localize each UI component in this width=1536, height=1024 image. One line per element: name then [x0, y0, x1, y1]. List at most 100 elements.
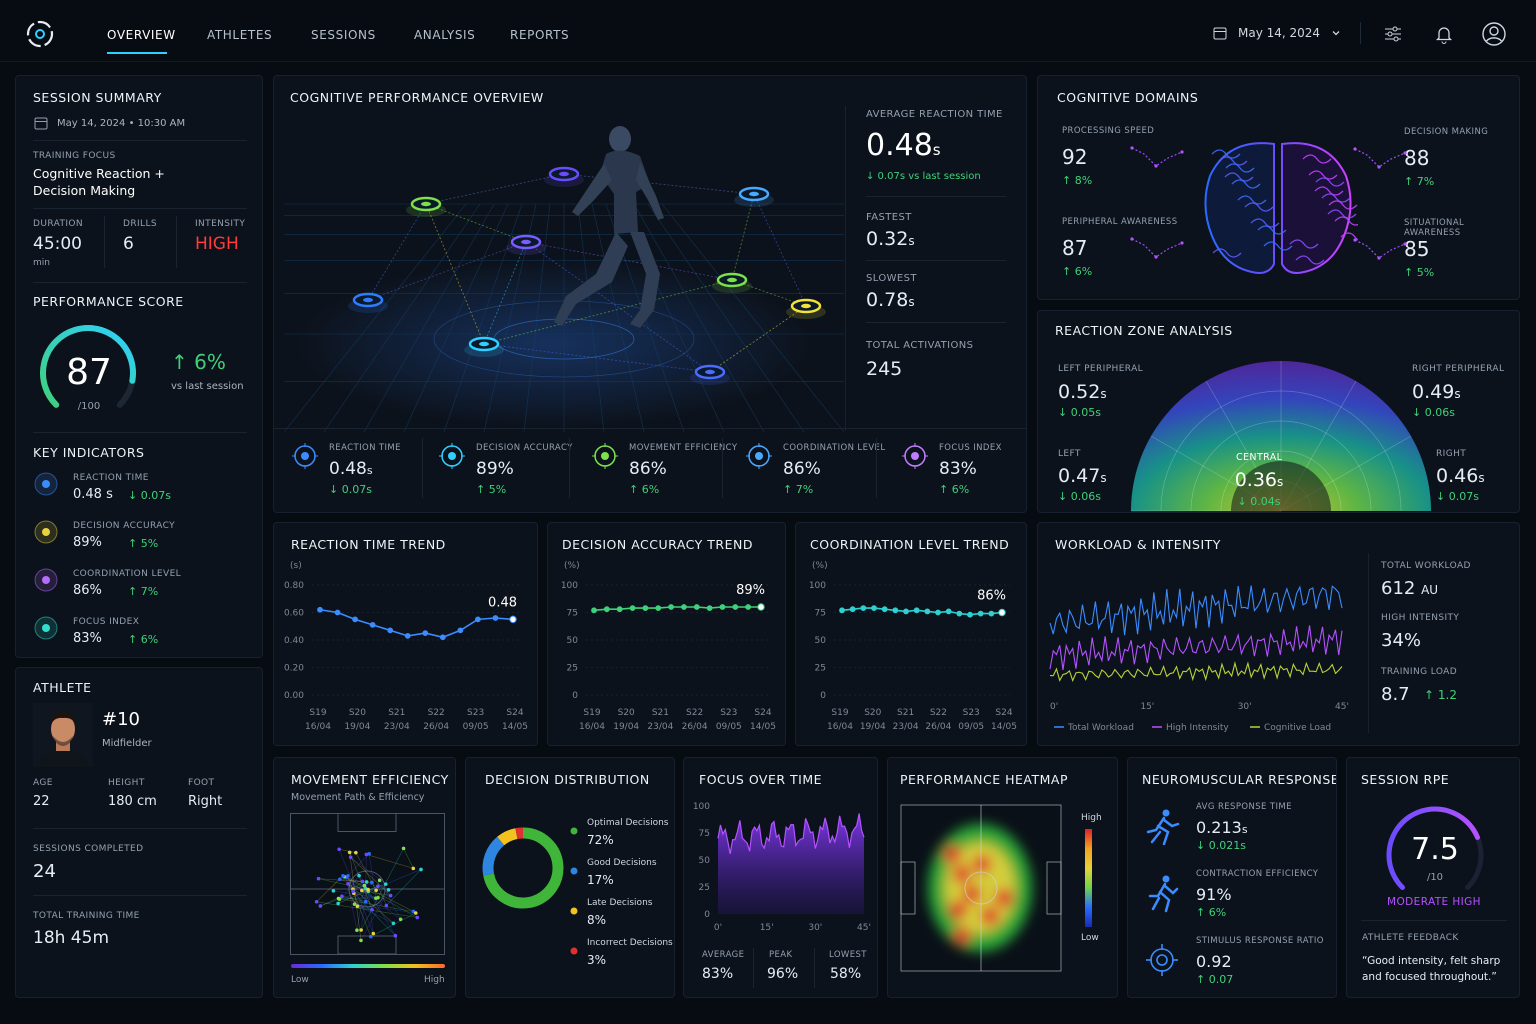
- tab-analysis[interactable]: ANALYSIS: [414, 28, 476, 42]
- high-intensity-label: HIGH INTENSITY: [1381, 613, 1460, 623]
- decision-donut-chart: [482, 827, 564, 909]
- metric-delta: ↑ 6%: [939, 483, 970, 496]
- rpe-max: /10: [1426, 872, 1444, 883]
- active-tab-indicator: [107, 52, 167, 54]
- top-nav: OVERVIEW ATHLETES SESSIONS ANALYSIS REPO…: [0, 0, 1536, 62]
- fastest-value: 0.32s: [866, 228, 915, 250]
- x-tick-label: S24: [995, 708, 1012, 718]
- movement-efficiency-title: MOVEMENT EFFICIENCY: [291, 772, 449, 787]
- session-rpe-panel: SESSION RPE 7.5 /10 MODERATE HIGH ATHLET…: [1346, 757, 1520, 998]
- filters-icon[interactable]: [1383, 24, 1403, 44]
- x-tick-label: S20: [864, 708, 881, 718]
- x-tick-date: 14/05: [991, 722, 1017, 732]
- tab-overview[interactable]: OVERVIEW: [107, 28, 176, 42]
- height-label: HEIGHT: [108, 778, 145, 788]
- movement-point: [374, 888, 378, 893]
- calendar-icon: [1213, 27, 1227, 40]
- movement-point: [411, 866, 416, 871]
- domain-label: SITUATIONAL AWARENESS: [1404, 218, 1465, 238]
- brain-visual: [1204, 142, 1358, 274]
- movement-point: [331, 889, 336, 893]
- tab-reports[interactable]: REPORTS: [510, 28, 570, 42]
- x-tick-date: 26/04: [925, 722, 951, 732]
- workload-title: WORKLOAD & INTENSITY: [1055, 537, 1221, 552]
- domain-label: DECISION MAKING: [1404, 127, 1489, 137]
- date-picker[interactable]: May 14, 2024: [1212, 25, 1342, 41]
- indicator-value: 89%: [73, 535, 102, 550]
- trend-line: [841, 607, 1003, 616]
- x-tick-label: S21: [388, 708, 405, 718]
- logo-icon[interactable]: [24, 18, 56, 54]
- domain-value: 88: [1404, 146, 1430, 170]
- cognitive-domains-panel: COGNITIVE DOMAINS PROCESSING SPEED 92 ↑ 8%…: [1037, 75, 1520, 300]
- movement-point: [364, 880, 369, 884]
- trend-point: [935, 609, 941, 616]
- heat-hotspot: [943, 845, 961, 863]
- neuro-value: 0.92: [1196, 952, 1232, 971]
- domain-value: 87: [1062, 236, 1088, 260]
- trend-point: [668, 604, 674, 610]
- workload-series-line: [1049, 661, 1343, 683]
- x-tick-label: 45': [857, 923, 871, 933]
- indicator-label: DECISION ACCURACY: [73, 521, 176, 531]
- scale-high-label: High: [424, 975, 445, 985]
- decision-distribution-title: DECISION DISTRIBUTION: [485, 772, 650, 787]
- indicator-label: COORDINATION LEVEL: [73, 569, 182, 579]
- movement-point: [354, 850, 358, 855]
- trend-point: [945, 608, 952, 615]
- left-delta: ↓ 0.06s: [1058, 490, 1101, 503]
- legend-entry: Cognitive Load: [1264, 723, 1331, 733]
- x-tick-date: 19/04: [613, 722, 639, 732]
- donut-slice: [497, 828, 518, 846]
- x-tick-label: S23: [467, 708, 484, 718]
- intensity-value: HIGH: [195, 234, 239, 254]
- reaction-zone-title: REACTION ZONE ANALYSIS: [1055, 323, 1233, 338]
- x-tick-date: 14/05: [502, 722, 528, 732]
- workload-series-line: [1049, 625, 1343, 671]
- movement-point: [351, 889, 355, 894]
- trend-point: [706, 605, 713, 611]
- heat-hotspot: [953, 865, 971, 883]
- x-tick-label: 15': [1140, 702, 1154, 712]
- y-tick-label: 0.60: [284, 609, 304, 619]
- reaction-zone-radar: [1131, 361, 1431, 512]
- coordination-trend-panel: COORDINATION LEVEL TREND (%) 100 75 50 25 0 86…: [795, 522, 1027, 746]
- x-tick-date: 19/04: [344, 722, 370, 732]
- movement-point: [398, 917, 403, 922]
- tab-athletes[interactable]: ATHLETES: [207, 28, 273, 42]
- performance-score-gauge: [40, 325, 136, 408]
- focus-lowest-value: 58%: [830, 966, 862, 982]
- trend-point: [913, 607, 920, 614]
- x-tick-date: 16/04: [579, 722, 605, 732]
- neuro-delta: ↑ 6%: [1196, 906, 1227, 919]
- training-focus-label: TRAINING FOCUS: [33, 151, 116, 161]
- x-tick-label: S19: [309, 708, 326, 718]
- trend-point: [988, 610, 995, 617]
- training-load-delta: ↑ 1.2: [1424, 688, 1457, 702]
- movement-point: [359, 938, 363, 943]
- x-tick-date: 19/04: [860, 722, 886, 732]
- metric-value: 86%: [783, 459, 821, 479]
- heat-hotspot: [953, 927, 971, 945]
- x-tick-label: S24: [754, 708, 771, 718]
- age-value: 22: [33, 794, 50, 809]
- domain-sparkline: [1353, 234, 1409, 270]
- movement-path-pitch: [290, 813, 445, 955]
- user-avatar-icon[interactable]: [1481, 21, 1507, 47]
- x-tick-date: 16/04: [827, 722, 853, 732]
- focus-peak-value: 96%: [767, 966, 799, 982]
- y-tick-label: 0.20: [284, 664, 304, 674]
- decision-value: 3%: [587, 953, 607, 967]
- x-tick-label: 30': [1238, 702, 1252, 712]
- neuromuscular-panel: NEUROMUSCULAR RESPONSE AVG RESPONSE TIME…: [1127, 757, 1337, 998]
- bell-icon[interactable]: [1434, 24, 1454, 44]
- focus-over-time-title: FOCUS OVER TIME: [699, 772, 823, 787]
- movement-point: [368, 934, 373, 939]
- fastest-label: FASTEST: [866, 212, 912, 223]
- reaction-node: [712, 272, 752, 293]
- tab-sessions[interactable]: SESSIONS: [311, 28, 376, 42]
- movement-point: [345, 874, 350, 878]
- x-tick-label: S23: [963, 708, 980, 718]
- domain-label: PERIPHERAL AWARENESS: [1062, 217, 1178, 227]
- trend-point: [681, 604, 687, 610]
